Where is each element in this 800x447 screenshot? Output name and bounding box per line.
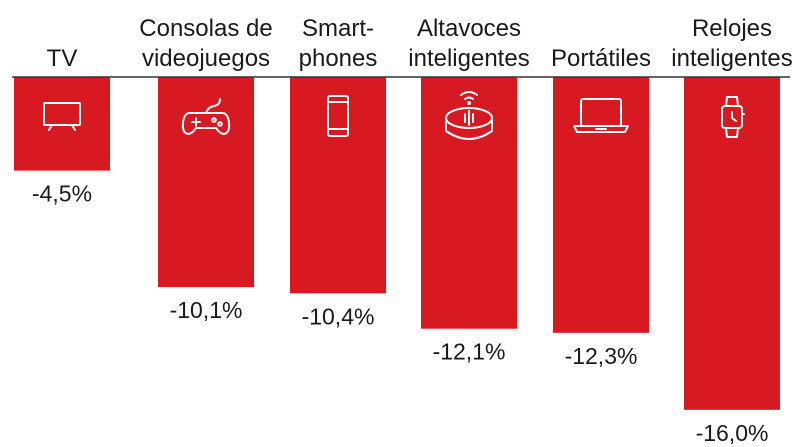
- bar: [290, 77, 386, 294]
- category-label: Smart-: [302, 15, 374, 42]
- category-label: Portátiles: [551, 45, 651, 72]
- category-label: phones: [299, 45, 378, 72]
- bar: [14, 77, 110, 171]
- value-label: -10,1%: [170, 297, 243, 323]
- category-label: TV: [47, 45, 78, 72]
- smartwatch-icon: [721, 96, 745, 138]
- category-label: Relojes: [692, 15, 772, 42]
- laptop-icon: [573, 98, 629, 133]
- bars-group: [14, 77, 780, 410]
- category-label: videojuegos: [142, 45, 270, 72]
- value-labels: -4,5% -10,1% -10,4% -12,1% -12,3% -16,0%: [32, 181, 768, 446]
- value-label: -10,4%: [302, 303, 375, 329]
- smartphone-icon: [327, 95, 349, 137]
- value-label: -16,0%: [696, 420, 769, 446]
- bar: [158, 77, 254, 288]
- bar: [553, 77, 649, 333]
- smart-speaker-icon: [445, 91, 493, 140]
- category-labels: TV Consolas de videojuegos Smart-phones Alta…: [47, 15, 793, 72]
- category-label: inteligentes: [671, 45, 792, 72]
- category-label: Consolas de: [139, 15, 272, 42]
- value-label: -12,3%: [565, 343, 638, 369]
- category-label: Altavoces: [417, 15, 521, 42]
- icons-group: [43, 91, 745, 140]
- tv-icon: [43, 102, 81, 131]
- category-label: inteligentes: [408, 45, 529, 72]
- value-label: -4,5%: [32, 181, 92, 207]
- value-label: -12,1%: [433, 339, 506, 365]
- bar: [684, 77, 780, 410]
- gamepad-icon: [181, 98, 231, 135]
